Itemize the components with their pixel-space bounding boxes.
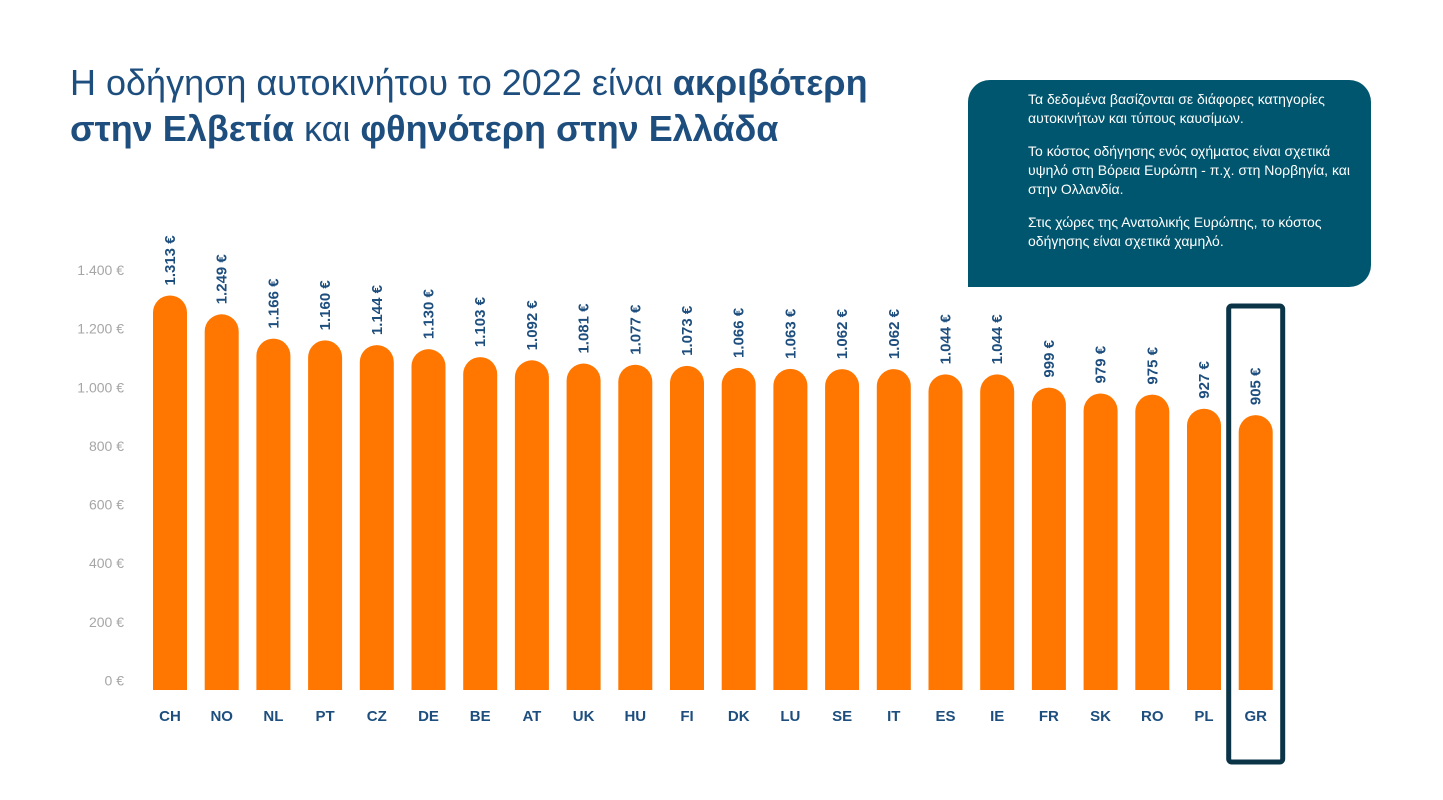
title-part4: και <box>294 108 361 149</box>
bar-lu <box>773 368 808 690</box>
value-label-gr: 905 € <box>1248 367 1265 405</box>
category-label-no: NO <box>210 708 233 725</box>
category-label-ro: RO <box>1141 708 1164 725</box>
note-paragraph-3: Στις χώρες της Ανατολικής Ευρώπης, το κό… <box>1028 214 1322 249</box>
title-part1: Η οδήγηση αυτοκινήτου το 2022 είναι <box>70 62 673 103</box>
bar-de <box>411 349 446 690</box>
value-label-de: 1.130 € <box>421 288 438 339</box>
category-label-sk: SK <box>1090 708 1111 725</box>
category-label-fr: FR <box>1039 708 1059 725</box>
y-tick-label: 600 € <box>89 497 124 513</box>
title-part3: στην Ελβετία <box>70 108 294 149</box>
bar-nl <box>256 338 291 690</box>
y-tick-label: 400 € <box>89 555 124 571</box>
category-label-ch: CH <box>159 708 181 725</box>
category-label-hu: HU <box>624 708 646 725</box>
category-label-fi: FI <box>680 708 693 725</box>
value-label-cz: 1.144 € <box>369 284 386 335</box>
value-label-it: 1.062 € <box>886 308 903 359</box>
bar-fi <box>670 365 704 690</box>
category-label-pt: PT <box>316 708 335 725</box>
y-tick-label: 1.000 € <box>77 379 124 395</box>
y-tick-label: 1.400 € <box>77 262 124 278</box>
bar-it <box>876 369 911 690</box>
category-label-gr: GR <box>1244 708 1267 725</box>
bar-gr <box>1238 415 1273 690</box>
bar-sk <box>1083 393 1118 690</box>
note-paragraph-2: Το κόστος οδήγησης ενός οχήματος είναι σ… <box>1028 143 1350 197</box>
category-label-se: SE <box>832 708 852 725</box>
bar-ch <box>153 295 187 690</box>
bar-fr <box>1031 387 1066 690</box>
bar-se <box>825 369 860 690</box>
bar-dk <box>721 367 756 690</box>
bar-pl <box>1187 408 1221 690</box>
bar-at <box>514 360 549 690</box>
category-label-at: AT <box>522 708 541 725</box>
y-tick-label: 1.200 € <box>77 321 124 337</box>
value-label-uk: 1.081 € <box>576 303 593 354</box>
bar-pt <box>308 340 343 690</box>
title-part5: φθηνότερη στην Ελλάδα <box>360 108 779 149</box>
y-tick-label: 0 € <box>105 673 125 689</box>
y-tick-label: 200 € <box>89 614 124 630</box>
bar-cz <box>359 345 394 690</box>
category-label-cz: CZ <box>367 708 387 725</box>
value-label-hu: 1.077 € <box>627 304 644 355</box>
chart-title: Η οδήγηση αυτοκινήτου το 2022 είναι ακρι… <box>70 60 970 152</box>
value-label-ro: 975 € <box>1144 346 1161 384</box>
info-note-box: Τα δεδομένα βασίζονται σε διάφορες κατηγ… <box>968 80 1371 287</box>
category-label-pl: PL <box>1194 708 1213 725</box>
category-label-ie: IE <box>990 708 1004 725</box>
value-label-pt: 1.160 € <box>317 280 334 331</box>
value-label-be: 1.103 € <box>472 296 489 347</box>
value-label-dk: 1.066 € <box>731 307 748 358</box>
category-label-uk: UK <box>573 708 595 725</box>
bar-ro <box>1135 394 1170 690</box>
category-label-be: BE <box>470 708 491 725</box>
category-label-es: ES <box>935 708 955 725</box>
value-label-lu: 1.063 € <box>782 308 799 359</box>
value-label-at: 1.092 € <box>524 300 541 351</box>
bar-no <box>204 314 239 690</box>
bar-uk <box>566 363 601 690</box>
category-label-lu: LU <box>780 708 800 725</box>
value-label-pl: 927 € <box>1196 360 1213 398</box>
title-part2: ακριβότερη <box>672 62 868 103</box>
value-label-ie: 1.044 € <box>989 314 1006 365</box>
note-paragraph-1: Τα δεδομένα βασίζονται σε διάφορες κατηγ… <box>1028 91 1325 126</box>
category-label-it: IT <box>887 708 900 725</box>
value-label-es: 1.044 € <box>938 314 955 365</box>
bar-es <box>928 374 963 690</box>
y-tick-label: 800 € <box>89 438 124 454</box>
highlight-frame <box>1226 303 1286 765</box>
bar-ie <box>980 374 1015 690</box>
value-label-ch: 1.313 € <box>162 235 179 286</box>
category-label-dk: DK <box>728 708 750 725</box>
value-label-fr: 999 € <box>1041 339 1058 377</box>
bar-be <box>463 357 498 690</box>
value-label-nl: 1.166 € <box>265 278 282 329</box>
value-label-fi: 1.073 € <box>679 305 696 356</box>
value-label-no: 1.249 € <box>214 254 231 305</box>
category-label-de: DE <box>418 708 439 725</box>
value-label-se: 1.062 € <box>834 308 851 359</box>
value-label-sk: 979 € <box>1093 345 1110 383</box>
bar-hu <box>618 364 653 690</box>
category-label-nl: NL <box>263 708 283 725</box>
